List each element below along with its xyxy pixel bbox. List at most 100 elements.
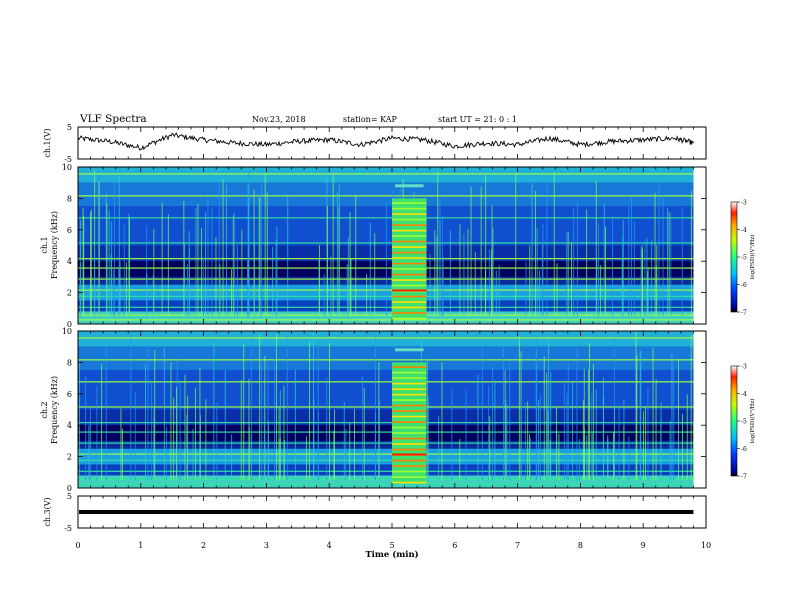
spectrogram-sferic [572,381,573,481]
spectrogram-burst-line [392,207,427,210]
spectrogram-sferic [224,370,226,481]
spectrogram-sferic [112,269,114,317]
spectrogram-sferic [542,223,544,317]
spectrogram-burst-line [392,377,427,379]
spectrogram-sferic [642,248,643,317]
spectrogram-sferic [579,439,580,481]
spectrogram-sferic [279,390,281,481]
spectrogram-sferic [374,412,376,481]
spectrogram-burst-line [392,213,427,215]
spectrogram-sferic [598,223,599,317]
spectrogram-sferic [438,415,440,481]
spectrogram-sferic [503,346,504,481]
spectrogram-sferic [566,393,568,481]
y-tick-label: 0 [67,484,72,493]
spectrogram-burst-line [392,448,427,451]
spectrogram-sferic [231,269,232,317]
spectrogram-sferic [492,228,494,317]
spectrogram-sferic [179,382,181,481]
ch1-colorbar: -3 -4 -5 -6 -7 log(PSD)(V²/Hz) [730,200,756,317]
spectrogram-sferic [656,245,658,317]
spectrogram-sferic [470,186,472,317]
spectrogram-sferic [264,356,266,481]
spectrogram-sferic [369,222,371,317]
x-tick-label: 9 [641,541,646,550]
ch1-spectrogram-channel-label: ch.1 [40,236,49,253]
spectrogram-sferic [83,215,85,317]
spectrogram-sferic [207,196,209,317]
spectrogram-sferic [480,186,482,317]
spectrogram-sferic [485,270,486,317]
spectrogram-sferic [98,181,100,317]
spectrogram-sferic [651,240,653,317]
start-time-label: start UT = 21: 0 : 1 [438,115,517,124]
spectrogram-sferic [205,399,207,481]
x-tick-label: 3 [264,541,269,550]
spectrogram-sferic [535,190,536,317]
spectrogram-burst-line [392,317,427,320]
spectrogram-sferic [647,270,648,317]
ch1-waveform-trace [77,132,694,151]
spectrogram-burst-line [392,476,427,478]
y-tick-label: 4 [67,257,72,266]
spectrogram-sferic [232,215,234,317]
ch2-spectrogram-panel: 0 2 4 6 8 10 ch.2 Frequency (kHz) [40,327,707,493]
spectrogram-sferic [276,334,277,481]
spectrogram-sferic [330,256,332,317]
spectrogram-sferic [605,227,606,317]
spectrogram-sferic [349,422,351,481]
spectrogram-sferic [671,353,673,481]
spectrogram-band [78,331,694,347]
spectrogram-sferic [463,233,465,317]
ch2-colorbar-bar [730,365,738,477]
spectrogram-sferic [187,395,189,481]
y-tick-label: 2 [67,453,72,462]
spectrogram-sferic [317,345,319,481]
spectrogram-sferic [240,380,242,481]
spectrogram-sferic [635,331,637,481]
y-tick-label: 10 [62,163,72,172]
spectrogram-sferic [640,351,642,481]
spectrogram-sferic [147,344,149,481]
colorbar-tick-label: -7 [741,310,747,317]
spectrogram-sferic [690,334,692,481]
spectrogram-sferic [313,399,315,481]
spectrogram-sferic [94,252,95,317]
spectrogram-burst-line [392,295,427,298]
spectrogram-burst-line [392,470,427,473]
spectrogram-sferic [216,402,218,481]
ch1-spectrogram-panel: 0 2 4 6 8 10 ch.1 Frequency (kHz) [40,163,707,329]
spectrogram-band [78,464,694,476]
spectrogram-sferic [176,387,177,481]
spectrogram-sferic [254,243,255,317]
spectrogram-sferic [603,377,604,481]
spectrogram-sferic [488,385,490,481]
spectrogram-sferic [491,205,493,317]
y-tick-label: 4 [67,421,72,430]
spectrogram-sferic [548,338,550,481]
spectrogram-sferic [99,176,100,317]
spectrogram-sferic [427,359,428,481]
spectrogram-sferic [197,203,199,317]
spectrogram-sferic [504,370,506,481]
spectrogram-sferic [589,343,590,481]
spectrogram-sferic [105,346,107,481]
x-tick-label: 10 [701,541,711,550]
spectrogram-tone-line [78,289,694,291]
spectrogram-sferic [506,404,508,481]
spectrogram-sferic [529,438,531,481]
spectrogram-sferic [536,228,538,317]
spectrogram-sferic [334,409,335,481]
spectrogram-sferic [618,405,620,481]
spectrogram-sferic [294,369,296,481]
y-tick-label: 2 [67,289,72,298]
spectrogram-sferic [595,180,597,317]
spectrogram-sferic [529,434,530,481]
spectrogram-sferic [693,422,694,481]
spectrogram-sferic [167,214,169,317]
spectrogram-sferic [498,265,500,317]
spectrogram-sferic [88,421,90,481]
spectrogram-burst-top [395,348,424,352]
spectrogram-sferic [583,428,585,481]
spectrogram-sferic [106,203,108,317]
